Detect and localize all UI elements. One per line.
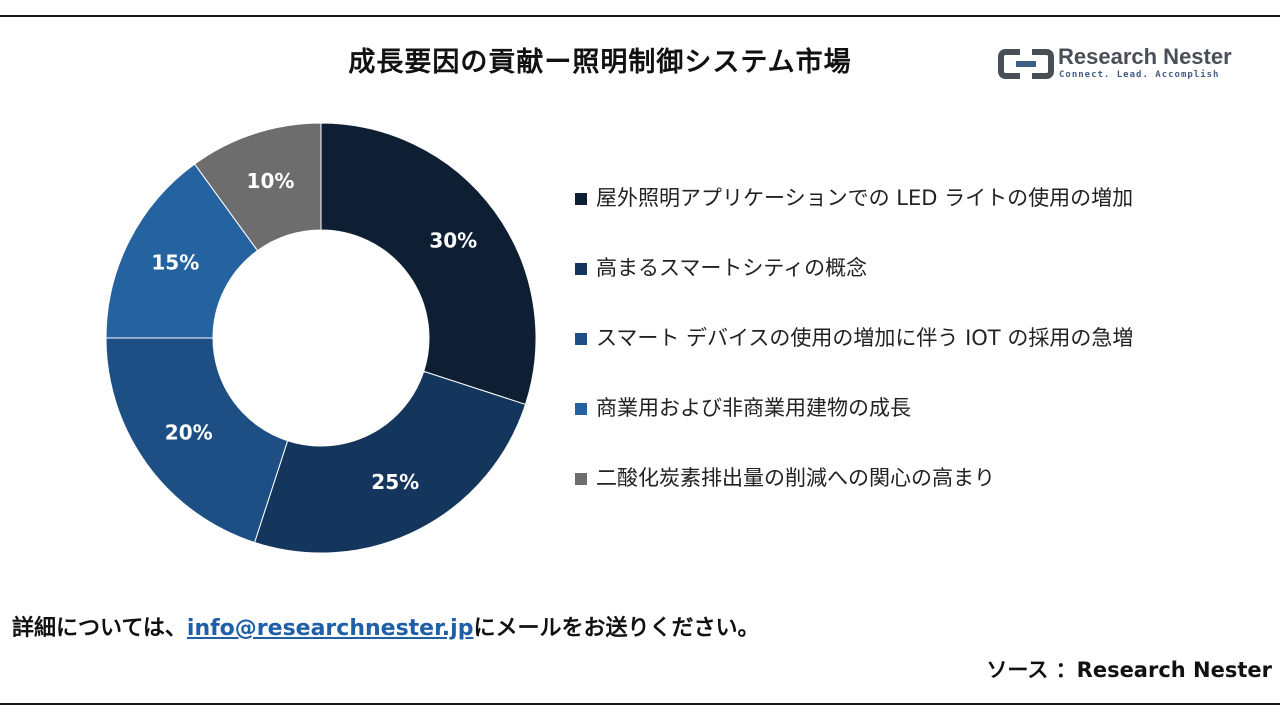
legend-swatch-3 [575, 333, 587, 345]
legend-label-1: 屋外照明アプリケーションでの LED ライトの使用の増加 [596, 186, 1134, 210]
donut-slice-2 [253, 370, 527, 554]
legend-swatch-1 [575, 193, 587, 205]
donut-slice-3 [105, 337, 289, 544]
slice-label-4: 15% [151, 250, 199, 274]
donut-slice-5 [193, 122, 322, 252]
chart-title: 成長要因の貢献ー照明制御システム市場 [348, 47, 852, 78]
donut-chart: 30% 25% 20% 15% 10% [105, 122, 537, 554]
donut-labels: 30% 25% 20% 15% 10% [151, 169, 477, 494]
legend-label-4: 商業用および非商業用建物の成長 [596, 396, 911, 420]
bottom-rule [0, 703, 1280, 705]
contact-suffix: にメールをお送りください。 [473, 616, 760, 641]
slice-label-5: 10% [247, 169, 295, 193]
contact-email-link[interactable]: info@researchnester.jp [186, 616, 474, 641]
donut-slice-1 [320, 122, 537, 406]
top-rule [0, 15, 1280, 17]
slice-label-2: 25% [371, 470, 419, 494]
legend-label-3: スマート デバイスの使用の増加に伴う IOT の採用の急増 [596, 326, 1134, 350]
legend-swatch-2 [575, 263, 587, 275]
contact-prefix: 詳細については、 [12, 616, 187, 641]
legend-label-2: 高まるスマートシティの概念 [596, 256, 868, 280]
slice-label-1: 30% [429, 228, 477, 252]
logo-brand: Research Nester [1058, 44, 1232, 69]
contact-line: 詳細については、info@researchnester.jpにメールをお送りくだ… [12, 610, 759, 642]
slice-label-3: 20% [165, 421, 213, 445]
legend-swatch-5 [575, 473, 587, 485]
logo-tagline: Connect. Lead. Accomplish [1059, 70, 1220, 80]
legend-label-5: 二酸化炭素排出量の削減への関心の高まり [596, 466, 995, 490]
donut-slice-4 [105, 163, 259, 339]
legend-swatch-4 [575, 403, 587, 415]
source-credit: ソース ：Research Nester [986, 658, 1272, 682]
donut-slices [105, 122, 537, 554]
logo-mark-icon [998, 49, 1054, 79]
research-nester-logo: Research Nester Connect. Lead. Accomplis… [998, 44, 1238, 86]
